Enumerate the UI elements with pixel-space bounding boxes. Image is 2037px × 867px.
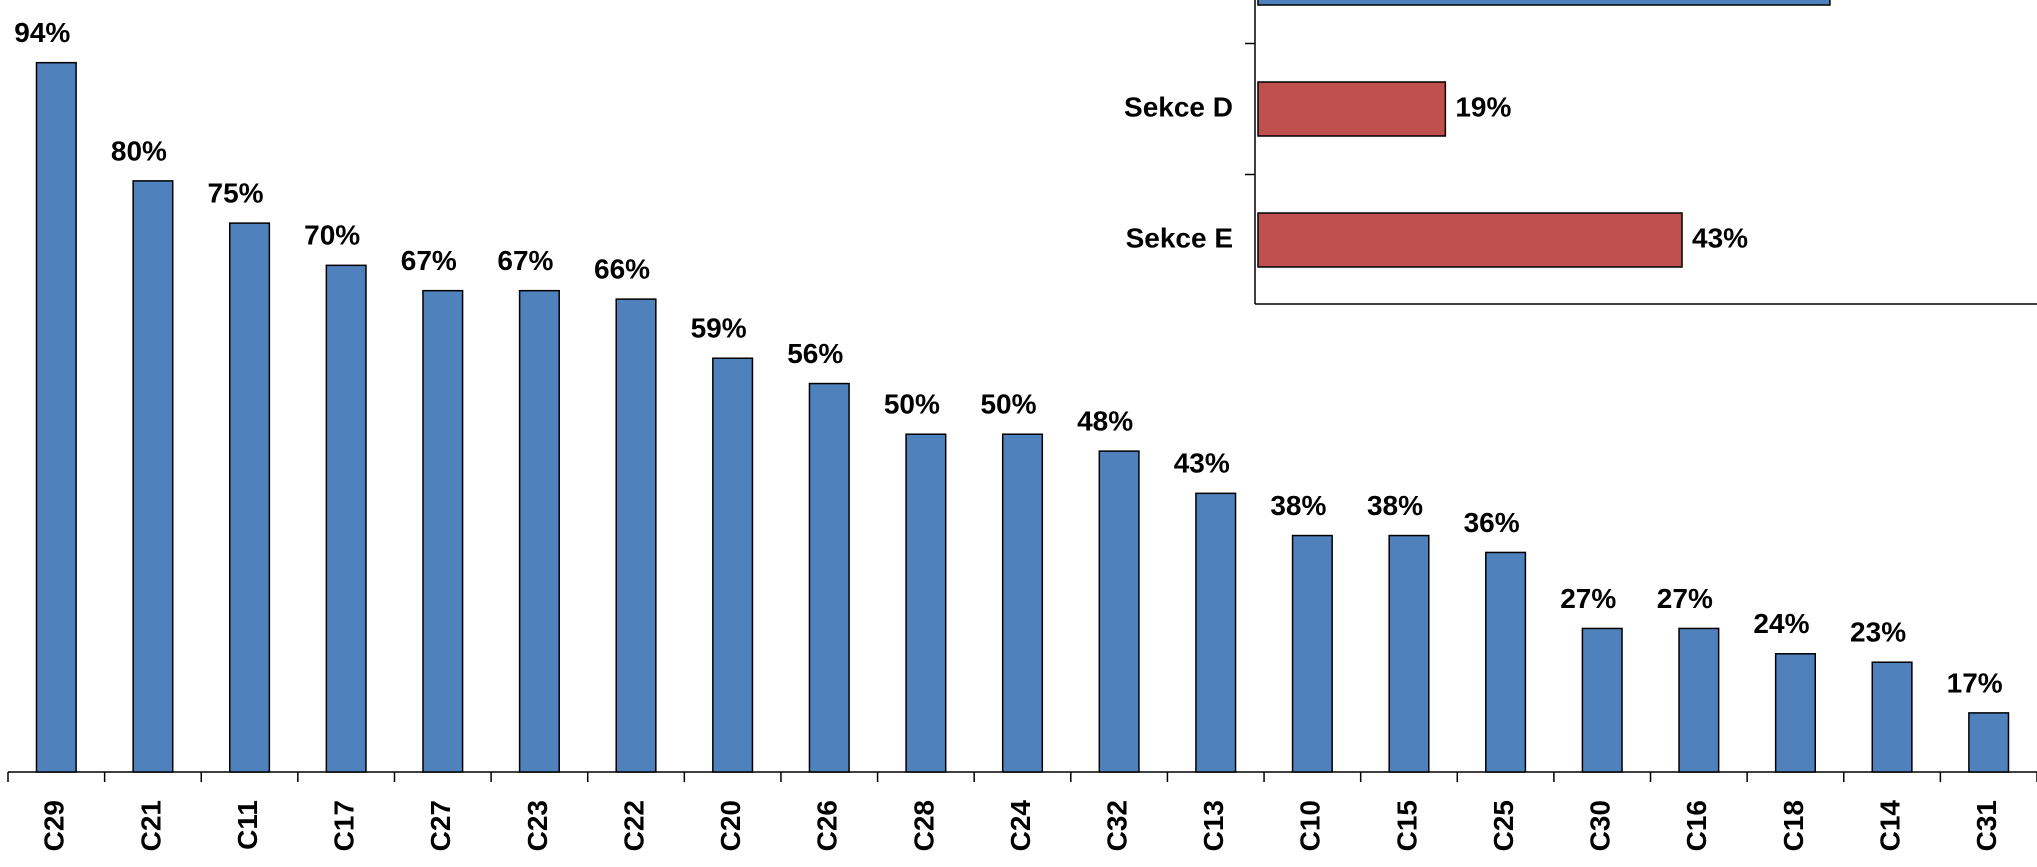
value-label: 50% (980, 389, 1036, 420)
x-tick-label: C17 (329, 800, 360, 851)
x-tick-label: C24 (1005, 800, 1036, 852)
bar (325, 264, 367, 773)
bar (1257, 0, 1831, 6)
value-label: 50% (884, 389, 940, 420)
x-tick-label: C27 (425, 800, 456, 851)
bar (1678, 627, 1720, 773)
x-tick-label: C15 (1391, 800, 1422, 851)
value-label: 48% (1077, 406, 1133, 437)
bar (808, 382, 850, 773)
bar (1871, 661, 1913, 773)
bar (1485, 551, 1527, 773)
x-tick-label: C16 (1681, 800, 1712, 851)
bar (1291, 534, 1333, 773)
bar (518, 289, 560, 773)
x-tick-label: C28 (908, 800, 939, 851)
x-tick-label: C18 (1778, 800, 1809, 851)
value-label: 38% (1270, 490, 1326, 521)
x-tick-label: C29 (39, 800, 70, 851)
bar (1388, 534, 1430, 773)
bar (615, 298, 657, 773)
y-tick-label: Sekce E (1126, 222, 1233, 253)
x-tick-label: C13 (1198, 800, 1229, 851)
value-label: 75% (208, 178, 264, 209)
value-label: 94% (14, 17, 70, 48)
x-tick-label: C14 (1874, 800, 1905, 852)
x-tick-label: C22 (618, 800, 649, 851)
bar (1968, 712, 2010, 773)
bar (1774, 653, 1817, 773)
value-label: 43% (1174, 448, 1230, 479)
x-tick-label: C26 (812, 800, 843, 851)
value-label: 36% (1464, 507, 1520, 538)
bar (1257, 212, 1683, 268)
value-label: 67% (497, 245, 553, 276)
value-label: 23% (1850, 617, 1906, 648)
value-label: 43% (1692, 222, 1748, 253)
x-tick-label: C30 (1585, 800, 1616, 851)
x-tick-label: C31 (1971, 800, 2002, 851)
value-label: 24% (1753, 608, 1809, 639)
x-tick-label: C10 (1295, 800, 1326, 851)
value-label: 56% (787, 338, 843, 369)
x-tick-label: C11 (232, 800, 263, 850)
bar (1001, 433, 1044, 773)
value-label: 70% (304, 220, 360, 251)
bar (1257, 81, 1447, 137)
value-label: 27% (1657, 583, 1713, 614)
value-label: 66% (594, 254, 650, 285)
bar (132, 180, 174, 773)
bar (1195, 492, 1237, 773)
value-label: 38% (1367, 490, 1423, 521)
value-label: 80% (111, 135, 167, 166)
bar (422, 289, 464, 773)
bar (1581, 627, 1623, 773)
bar (228, 222, 271, 773)
x-tick-label: C25 (1488, 800, 1519, 851)
x-tick-label: C23 (522, 800, 553, 851)
bar (905, 433, 947, 773)
x-tick-label: C32 (1102, 800, 1133, 851)
y-tick-label: Sekce D (1124, 91, 1233, 122)
value-label: 27% (1560, 583, 1616, 614)
x-tick-label: C21 (135, 800, 166, 851)
bar (712, 357, 754, 773)
value-label: 67% (401, 245, 457, 276)
value-label: 59% (691, 313, 747, 344)
bar (35, 61, 77, 773)
x-tick-label: C20 (715, 800, 746, 851)
value-label: 17% (1947, 667, 2003, 698)
value-label: 19% (1455, 91, 1511, 122)
bar (1098, 450, 1140, 773)
